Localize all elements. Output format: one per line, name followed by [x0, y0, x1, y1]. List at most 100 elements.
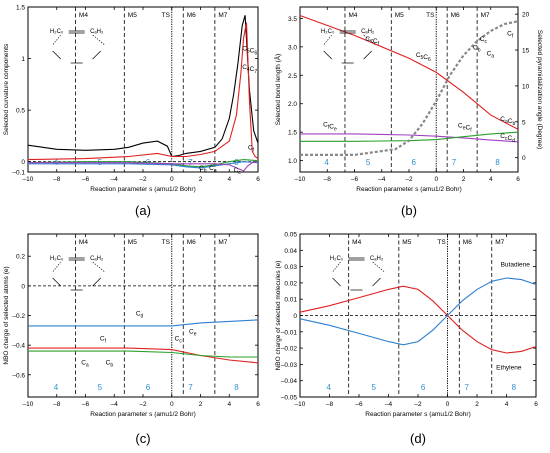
x-tick-label: 2	[199, 176, 203, 183]
panel-a: M4 M5 TS M6 M74 5 6 7 8–10 –8 –6 –4 –2 0 2 4 6–0.100.511…	[3, 5, 260, 219]
annotation-label: Ethylene	[496, 364, 522, 371]
x-tick-label: –10	[295, 176, 306, 183]
x-tick-label: 6	[256, 401, 260, 408]
y-tick-label: 0.02	[284, 280, 297, 287]
molecule-bond-forming	[323, 34, 332, 46]
annotation-label: Ca	[209, 165, 217, 174]
series-line-3	[28, 161, 259, 169]
panel-caption: (b)	[401, 203, 417, 218]
y-axis-label: NBO charge of selected molecules (e)	[275, 261, 282, 371]
y2-tick-label: 15	[522, 48, 530, 55]
x-tick-label: –6	[82, 401, 90, 408]
x-tick-label: 6	[516, 176, 520, 183]
region-number-8: 8	[495, 158, 500, 167]
y-tick-label: –0.02	[281, 346, 298, 353]
region-label-m6: M6	[463, 239, 472, 246]
region-number-7: 7	[452, 158, 457, 167]
annotation-label: CcCd	[500, 133, 515, 144]
y2-tick-label: 20	[522, 12, 530, 19]
region-label-m4: M4	[79, 12, 88, 19]
y-tick-label: –0.1	[12, 170, 25, 177]
y-tick-label: –0.03	[281, 362, 298, 369]
molecule-bond	[92, 50, 101, 60]
x-tick-label: –2	[405, 176, 413, 183]
x-tick-label: 6	[256, 176, 260, 183]
y-tick-label: 0.5	[16, 108, 25, 115]
y2-tick-label: 0	[522, 155, 526, 162]
y-tick-label: 3.5	[288, 16, 297, 23]
y-tick-label: –0.05	[281, 395, 298, 402]
region-number-7: 7	[188, 158, 193, 167]
molecule-bond-forming	[52, 261, 61, 273]
annotation-label: Cc	[175, 336, 183, 345]
x-tick-label: 0	[446, 401, 450, 408]
series-line-1	[299, 277, 537, 346]
panel-caption: (d)	[410, 431, 426, 446]
y-tick-label: –0.4	[12, 343, 25, 350]
region-number-8: 8	[512, 383, 517, 392]
series-line-2	[28, 350, 258, 358]
y-tick-label: 3.0	[288, 44, 297, 51]
y-tick-label: –0.6	[12, 372, 25, 379]
y-tick-label: 1.5	[16, 5, 25, 12]
region-number-4: 4	[327, 383, 332, 392]
region-number-6: 6	[146, 383, 151, 392]
x-tick-label: 0	[434, 176, 438, 183]
series-line-2	[27, 159, 259, 168]
x-axis-label: Reaction parameter s (amu1/2 Bohr)	[90, 411, 196, 418]
x-tick-label: –10	[23, 176, 34, 183]
y-tick-label: 0.05	[284, 232, 297, 239]
annotation-label: CeCf	[458, 123, 472, 134]
y2-tick-label: 10	[522, 83, 530, 90]
annotation-label: C7Cf	[365, 36, 379, 47]
x-tick-label: –10	[23, 401, 34, 408]
molecule-atom-label: H₂C₀	[321, 29, 335, 35]
series-line-4	[28, 161, 259, 172]
panel-caption: (c)	[135, 431, 150, 446]
region-number-5: 5	[98, 383, 103, 392]
x-tick-label: 0	[170, 401, 174, 408]
annotation-label: Cc	[234, 167, 242, 176]
annotation-label: CaCb	[500, 116, 515, 127]
series-line-0	[27, 15, 259, 158]
series-line-0	[299, 285, 537, 354]
y-tick-label: 0	[293, 313, 297, 320]
region-number-6: 6	[412, 158, 417, 167]
region-number-5: 5	[372, 383, 377, 392]
region-label-ts: TS	[437, 239, 446, 246]
annotation-label: Cf	[507, 30, 514, 39]
x-tick-label: 6	[534, 401, 538, 408]
x-tick-label: –4	[385, 401, 393, 408]
annotation-label: Cb	[106, 359, 114, 368]
x-axis-label: Reaction parameter s (amu1/2 Bohr)	[90, 186, 196, 193]
annotation-label: Ce	[189, 328, 197, 337]
x-tick-label: –4	[111, 401, 119, 408]
molecule-bond	[363, 50, 372, 60]
region-label-m6: M6	[451, 12, 460, 19]
annotation-label: C4C7	[242, 64, 257, 75]
molecule-bond-forming	[92, 261, 105, 273]
molecule-bond-forming	[332, 261, 341, 273]
region-number-5: 5	[366, 158, 371, 167]
molecule-bond	[52, 50, 61, 60]
region-label-m4: M4	[352, 239, 361, 246]
molecule-atom-label: CₐH₂	[90, 29, 104, 35]
y2-axis-label: Selected pyramidalization angle (Degree)	[536, 30, 543, 149]
region-number-8: 8	[234, 383, 239, 392]
x-tick-label: 2	[475, 401, 479, 408]
region-label-m5: M5	[128, 12, 137, 19]
region-number-6: 6	[421, 383, 426, 392]
molecule-bond-forming	[52, 34, 61, 46]
x-tick-label: 2	[199, 401, 203, 408]
molecule-atom-label: H₂C₀	[330, 256, 344, 262]
molecule-bond-forming	[92, 34, 105, 46]
region-number-7: 7	[464, 383, 469, 392]
x-tick-label: 4	[489, 176, 493, 183]
annotation-label: Cb	[199, 165, 207, 174]
region-label-m5: M5	[128, 239, 137, 246]
x-tick-label: –10	[295, 401, 306, 408]
y-tick-label: 0.2	[16, 254, 25, 261]
region-label-m5: M5	[395, 12, 404, 19]
x-tick-label: 4	[227, 176, 231, 183]
